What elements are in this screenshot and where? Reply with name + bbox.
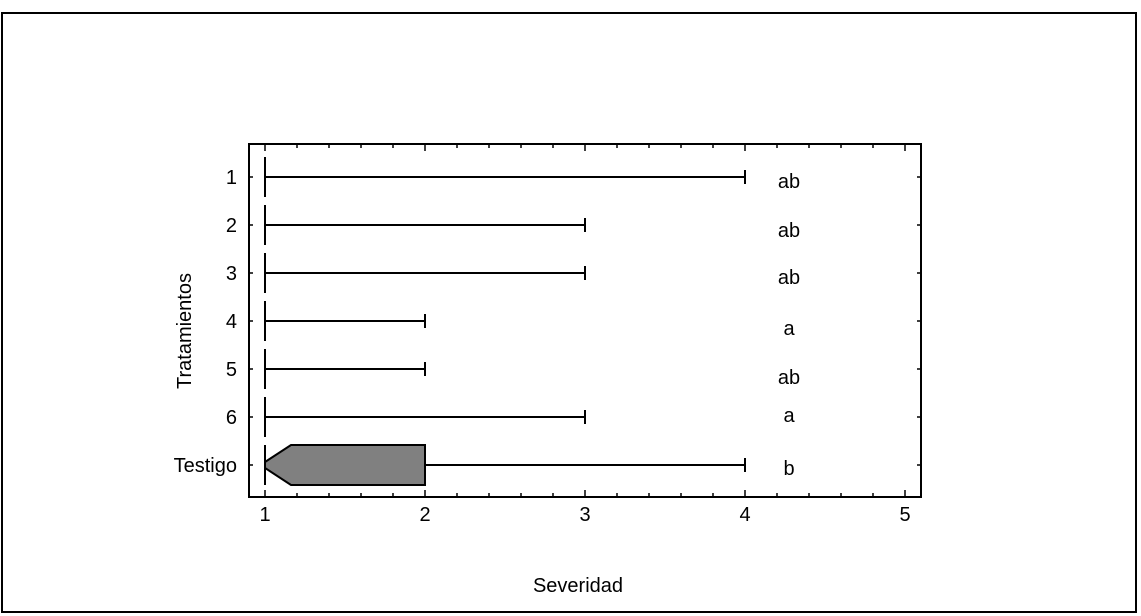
x-tick-label: 1 (259, 504, 270, 526)
box-5 (264, 349, 426, 389)
box-1 (264, 157, 746, 197)
y-tick-label: 6 (226, 407, 237, 429)
letter-3: ab (778, 267, 800, 289)
box-4 (264, 301, 426, 341)
letter-2: ab (778, 220, 800, 242)
y-axis-label: Tratamientos (174, 273, 196, 389)
y-tick-label: 5 (226, 359, 237, 381)
x-tick-label: 4 (739, 504, 750, 526)
x-tick-label: 5 (899, 504, 910, 526)
letter-5: ab (778, 367, 800, 389)
boxes-group (264, 157, 746, 486)
y-tick-label: 1 (226, 167, 237, 189)
y-tick-label: 3 (226, 263, 237, 285)
box-6 (264, 397, 586, 437)
x-tick-label: 3 (579, 504, 590, 526)
box-Testigo (264, 444, 746, 486)
box-2 (264, 205, 586, 245)
x-tick-label: 2 (419, 504, 430, 526)
box-body (264, 444, 426, 486)
y-tick-label: 4 (226, 311, 237, 333)
x-axis: 1 2 3 4 5 (259, 144, 911, 526)
box-3 (264, 253, 586, 293)
y-axis: 1 2 3 4 5 6 Testigo (174, 167, 921, 477)
y-tick-label: Testigo (174, 455, 237, 477)
letter-6: a (783, 405, 795, 427)
letter-1: ab (778, 171, 800, 193)
y-tick-label: 2 (226, 215, 237, 237)
x-axis-label: Severidad (533, 575, 623, 597)
letter-4: a (783, 318, 795, 340)
letter-Testigo: b (783, 458, 794, 480)
